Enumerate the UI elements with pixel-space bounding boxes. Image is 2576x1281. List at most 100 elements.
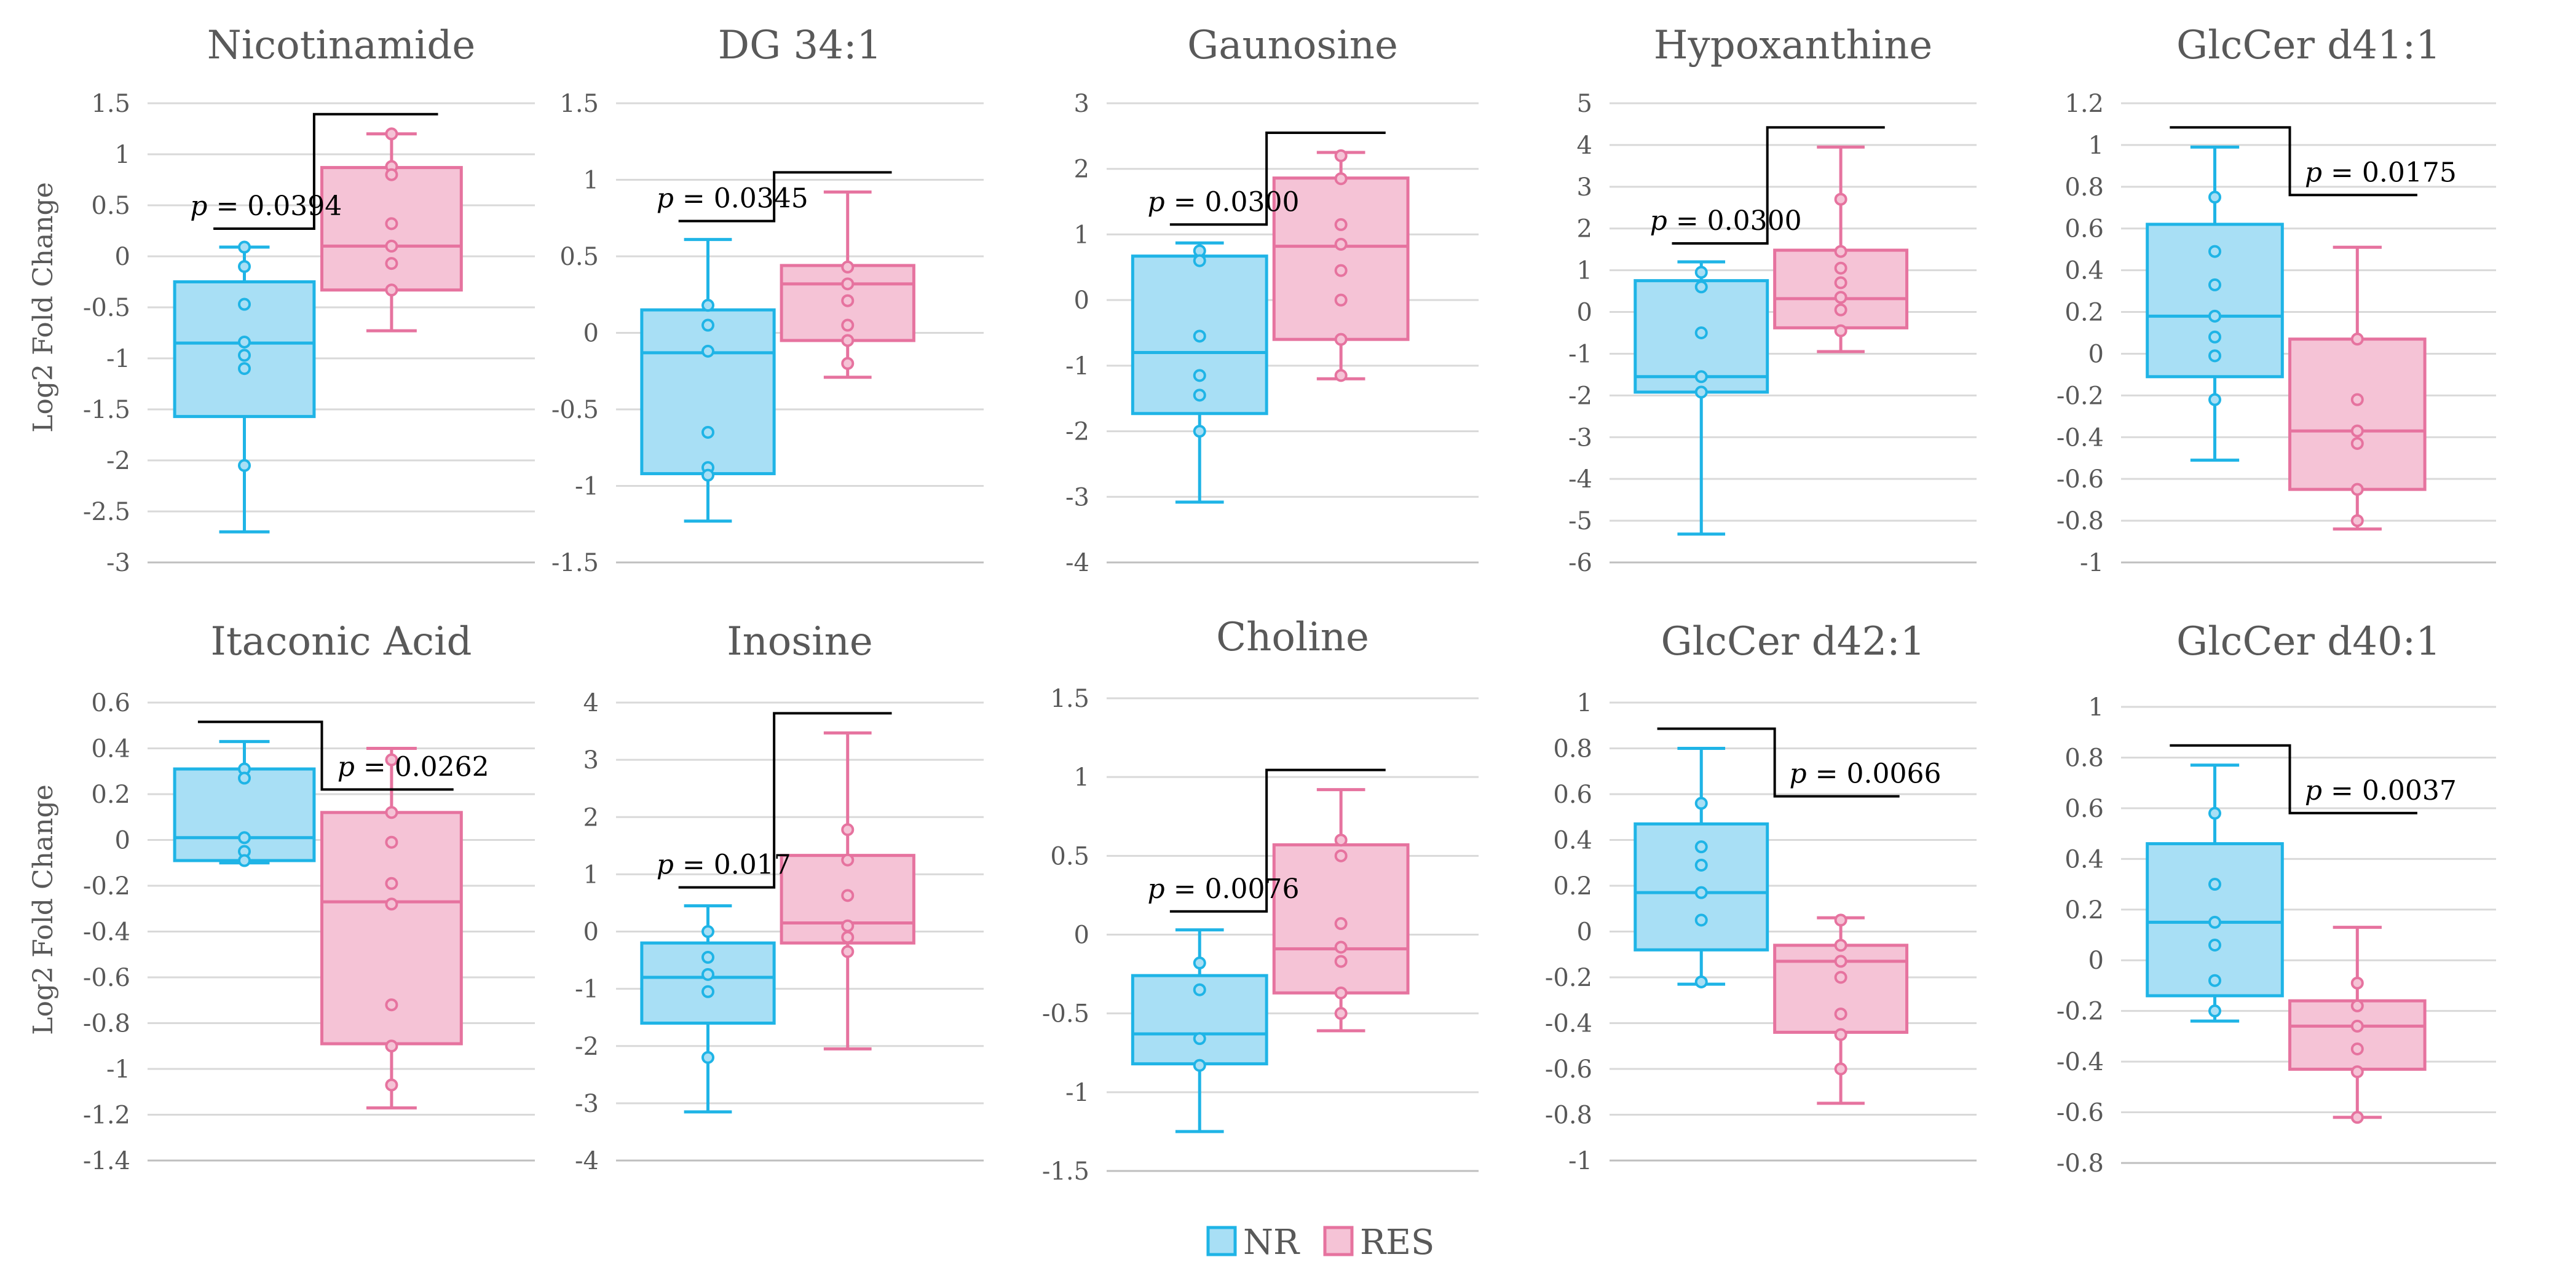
series-nr	[1634, 260, 1769, 536]
y-tick-label: 0	[115, 827, 130, 855]
data-point	[1834, 1062, 1847, 1076]
y-tick-label: -0.8	[83, 1010, 130, 1038]
data-point	[2208, 878, 2221, 891]
y-tick-label: 0.4	[91, 735, 130, 763]
series-res	[780, 731, 915, 1050]
y-tick-label: -1	[2080, 549, 2104, 577]
y-tick-label: 3	[1074, 90, 1089, 118]
data-point	[2350, 1065, 2364, 1079]
y-tick-label: 1	[115, 141, 130, 169]
data-point	[1834, 971, 1847, 984]
significance-bracket: p = 0.0345	[657, 171, 892, 223]
data-point	[1193, 1058, 1206, 1072]
y-tick-label: 1	[2088, 132, 2104, 160]
y-tick-label: 3	[583, 746, 599, 775]
data-point	[385, 1078, 398, 1092]
data-point	[2208, 974, 2221, 987]
chart-panel-1: Nicotinamide -3 -2.5 -2 -1.5 -1 -0.5 0 0.5 1 1.5 p …	[83, 23, 535, 577]
chart-panel-5: GlcCer d41:1 -1 -0.8 -0.6 -0.4 -0.2 0 0.2 0.4 0.6…	[2056, 23, 2496, 577]
series-res	[1272, 149, 1410, 382]
y-tick-label: -3	[1568, 424, 1592, 452]
significance-bracket: p = 0.0037	[2170, 744, 2457, 814]
y-tick-label: 1	[583, 167, 599, 195]
y-tick-label: 0.2	[2064, 299, 2104, 327]
y-tick-label: 4	[583, 689, 599, 717]
series-nr	[1131, 928, 1268, 1133]
data-point	[385, 835, 398, 849]
data-point	[841, 294, 855, 307]
data-point	[385, 168, 398, 181]
series-nr	[1634, 747, 1769, 988]
data-point	[1334, 237, 1348, 251]
data-point	[1694, 326, 1708, 339]
bracket-line	[678, 712, 892, 889]
data-point	[701, 468, 714, 482]
y-axis-label-top: Log2 Fold Change	[28, 182, 59, 432]
y-tick-label: 0.6	[91, 689, 130, 717]
data-point	[2350, 1019, 2364, 1033]
data-point	[1193, 388, 1206, 402]
data-point	[1334, 264, 1348, 277]
data-point	[841, 260, 855, 274]
y-tick-label: 0	[2088, 947, 2104, 975]
y-tick-label: 2	[1074, 156, 1089, 184]
box	[2288, 337, 2427, 491]
box	[640, 308, 776, 476]
y-tick-label: -0.2	[2056, 998, 2104, 1026]
data-point	[1834, 261, 1847, 275]
p-value-label: p = 0.0037	[2305, 775, 2457, 806]
data-point	[1834, 303, 1847, 317]
data-point	[238, 298, 251, 311]
data-point	[2208, 278, 2221, 291]
data-point	[841, 318, 855, 332]
y-tick-label: 1.2	[2064, 90, 2104, 118]
data-point	[238, 240, 251, 254]
data-point	[1193, 254, 1206, 267]
chart-title: Nicotinamide	[207, 23, 475, 68]
data-point	[238, 362, 251, 376]
data-point	[385, 217, 398, 231]
significance-bracket: p = 0.0300	[1148, 132, 1386, 226]
data-point	[1834, 1007, 1847, 1021]
chart-panel-10: GlcCer d40:1 -0.8 -0.6 -0.4 -0.2 0 0.2 0.4 0.6 0.…	[2056, 619, 2496, 1178]
y-tick-label: -0.6	[2056, 465, 2104, 494]
data-point	[1334, 1007, 1348, 1020]
data-point	[1694, 858, 1708, 872]
significance-bracket: p = 0.0262	[197, 720, 489, 791]
data-point	[1334, 849, 1348, 862]
data-point	[841, 357, 855, 370]
data-point	[1334, 834, 1348, 847]
data-point	[238, 260, 251, 274]
data-point	[238, 831, 251, 845]
y-tick-label: -3	[575, 1090, 599, 1118]
y-tick-label: 5	[1577, 90, 1592, 118]
data-point	[841, 853, 855, 867]
y-tick-label: -1	[1568, 340, 1592, 368]
y-tick-label: 0	[1074, 286, 1089, 315]
p-value-label: p = 0.0300	[1650, 205, 1802, 237]
legend: NR RES	[1206, 1223, 1434, 1263]
y-tick-label: -3	[1065, 483, 1089, 511]
series-res	[320, 747, 463, 1110]
data-point	[1334, 218, 1348, 231]
chart-title: Itaconic Acid	[211, 619, 472, 664]
y-tick-label: 0	[583, 320, 599, 348]
y-tick-label: -2.5	[83, 498, 130, 526]
data-point	[2350, 1043, 2364, 1055]
series-nr	[640, 238, 776, 523]
chart-title: GlcCer d41:1	[2176, 23, 2441, 68]
data-point	[1334, 333, 1348, 346]
data-point	[2350, 976, 2364, 990]
y-tick-label: 0.5	[1050, 842, 1089, 870]
y-tick-label: 0.4	[2064, 845, 2104, 873]
significance-bracket: p = 0.0394	[190, 112, 438, 231]
y-tick-label: -1	[106, 345, 130, 373]
series-res	[320, 127, 463, 333]
data-point	[701, 925, 714, 938]
bracket-line	[2170, 126, 2417, 197]
y-tick-label: -2	[106, 447, 130, 475]
data-point	[2208, 1004, 2221, 1018]
series-res	[1272, 788, 1410, 1033]
data-point	[385, 127, 398, 141]
chart-panel-4: Hypoxanthine -6 -5 -4 -3 -2 -1 0 1 2 3 4 5 p = 0.0300	[1568, 23, 1977, 577]
